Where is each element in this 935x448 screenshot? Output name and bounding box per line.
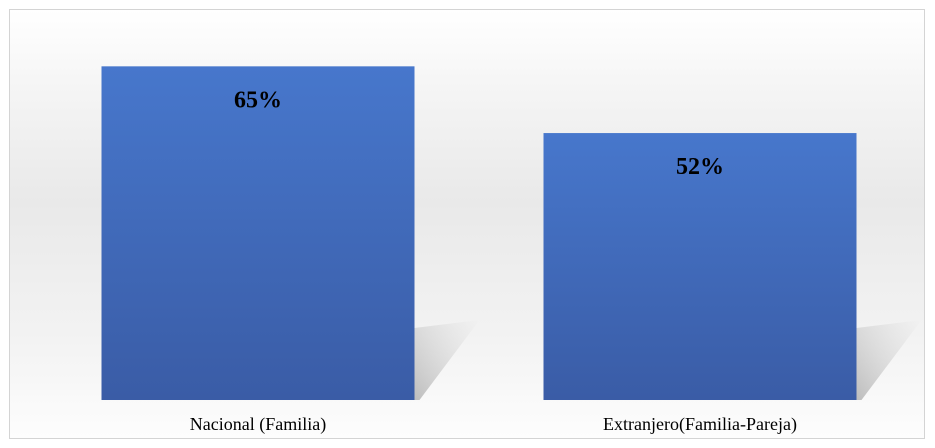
data-labels-group: 65% 52% — [234, 87, 724, 180]
bar-shadow — [856, 320, 922, 400]
bar-shadow — [414, 320, 480, 400]
category-label: Nacional (Familia) — [190, 414, 326, 435]
category-labels-group: Nacional (Familia) Extranjero(Familia-Par… — [190, 414, 797, 435]
bar — [101, 66, 415, 400]
category-label: Extranjero(Familia-Pareja) — [603, 414, 797, 435]
data-label: 52% — [676, 154, 724, 180]
bar-shadows — [414, 320, 922, 400]
bars-group — [101, 66, 857, 401]
bar — [543, 133, 857, 401]
data-label: 65% — [234, 87, 282, 113]
